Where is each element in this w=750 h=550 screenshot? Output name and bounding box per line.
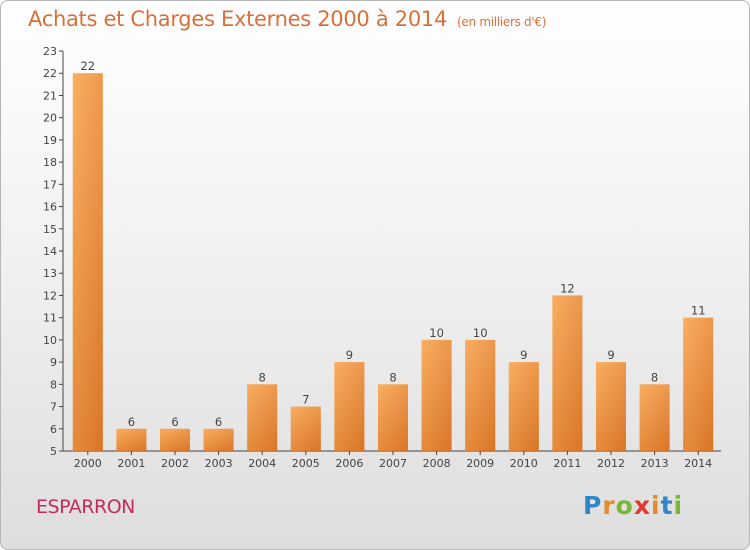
data-label: 9 xyxy=(346,348,353,362)
x-tick-label: 2007 xyxy=(379,457,407,470)
y-tick-label: 7 xyxy=(50,401,57,414)
logo-letter: o xyxy=(615,491,634,520)
bars xyxy=(72,73,714,451)
x-tick-label: 2004 xyxy=(248,457,276,470)
y-tick-label: 18 xyxy=(43,156,57,169)
x-tick-label: 2011 xyxy=(553,457,581,470)
logo-letter: i xyxy=(651,491,661,520)
bar-shade xyxy=(683,317,714,451)
y-tick-label: 11 xyxy=(43,312,57,325)
data-label: 7 xyxy=(302,393,309,407)
x-tick-label: 2000 xyxy=(74,457,102,470)
bar-shade xyxy=(334,362,365,451)
data-label: 9 xyxy=(607,348,614,362)
logo-letter: x xyxy=(633,491,651,520)
y-tick-label: 20 xyxy=(43,112,57,125)
bar-shade xyxy=(290,406,321,451)
commune-name: ESPARRON xyxy=(36,496,135,518)
bar-shade xyxy=(378,384,408,451)
y-tick-label: 16 xyxy=(43,201,57,214)
bar-shade xyxy=(596,362,626,451)
data-label: 6 xyxy=(171,415,178,429)
logo-letter: P xyxy=(583,491,603,520)
data-label: 8 xyxy=(389,370,396,384)
y-tick-label: 14 xyxy=(43,245,57,258)
x-tick-label: 2003 xyxy=(205,457,233,470)
data-label: 8 xyxy=(651,370,658,384)
y-tick-label: 17 xyxy=(43,178,57,191)
bar-shade xyxy=(203,428,234,451)
bar-shade xyxy=(116,428,147,451)
x-tick-label: 2012 xyxy=(597,457,625,470)
x-tick-label: 2008 xyxy=(423,457,451,470)
x-tick-label: 2009 xyxy=(466,457,494,470)
logo-letter: t xyxy=(660,491,674,520)
y-tick-label: 9 xyxy=(50,356,57,369)
data-label: 11 xyxy=(691,304,706,318)
x-tick-label: 2010 xyxy=(510,457,538,470)
bar-shade xyxy=(508,362,539,451)
chart-title: Achats et Charges Externes 2000 à 2014 (e… xyxy=(28,7,546,31)
x-tick-label: 2013 xyxy=(641,457,669,470)
x-tick-label: 2005 xyxy=(292,457,320,470)
x-tick-label: 2002 xyxy=(161,457,189,470)
unit-label: (en milliers d'€) xyxy=(457,15,547,29)
data-label: 9 xyxy=(520,348,527,362)
y-tick-label: 19 xyxy=(43,134,57,147)
bar-shade xyxy=(639,384,670,451)
data-label: 10 xyxy=(429,326,444,340)
x-tick-label: 2014 xyxy=(684,457,712,470)
data-labels: 22 6 6 6 8 7 9 8 10 10 9 12 9 8 11 xyxy=(80,59,705,429)
y-tick-label: 13 xyxy=(43,267,57,280)
bar-shade xyxy=(160,428,190,451)
y-tick-label: 10 xyxy=(43,334,57,347)
y-tick-label: 22 xyxy=(43,67,57,80)
y-tick-label: 21 xyxy=(43,89,57,102)
data-label: 22 xyxy=(80,59,95,73)
y-tick-label: 5 xyxy=(50,445,57,458)
x-tick-label: 2006 xyxy=(335,457,363,470)
title-text: Achats et Charges Externes 2000 à 2014 xyxy=(28,7,448,31)
y-tick-label: 8 xyxy=(50,378,57,391)
data-label: 10 xyxy=(473,326,488,340)
bar-shade xyxy=(421,339,452,451)
axes: 5 6 7 8 9 10 11 12 13 14 15 16 17 18 19 20 21 22 23 2000 200… xyxy=(43,45,721,470)
data-label: 6 xyxy=(215,415,222,429)
data-label: 12 xyxy=(560,281,575,295)
data-label: 8 xyxy=(259,370,266,384)
x-tick-label: 2001 xyxy=(117,457,145,470)
proxiti-logo[interactable]: Proxiti xyxy=(583,491,683,520)
logo-letter: i xyxy=(673,491,684,520)
bar-shade xyxy=(247,384,278,451)
bar-shade xyxy=(72,73,103,451)
bar-shade xyxy=(552,295,583,451)
y-tick-label: 23 xyxy=(43,45,57,58)
y-tick-label: 6 xyxy=(50,423,57,436)
logo-letter: r xyxy=(602,491,616,520)
bar-shade xyxy=(465,339,496,451)
data-label: 6 xyxy=(128,415,135,429)
y-tick-label: 15 xyxy=(43,223,57,236)
y-tick-label: 12 xyxy=(43,289,57,302)
